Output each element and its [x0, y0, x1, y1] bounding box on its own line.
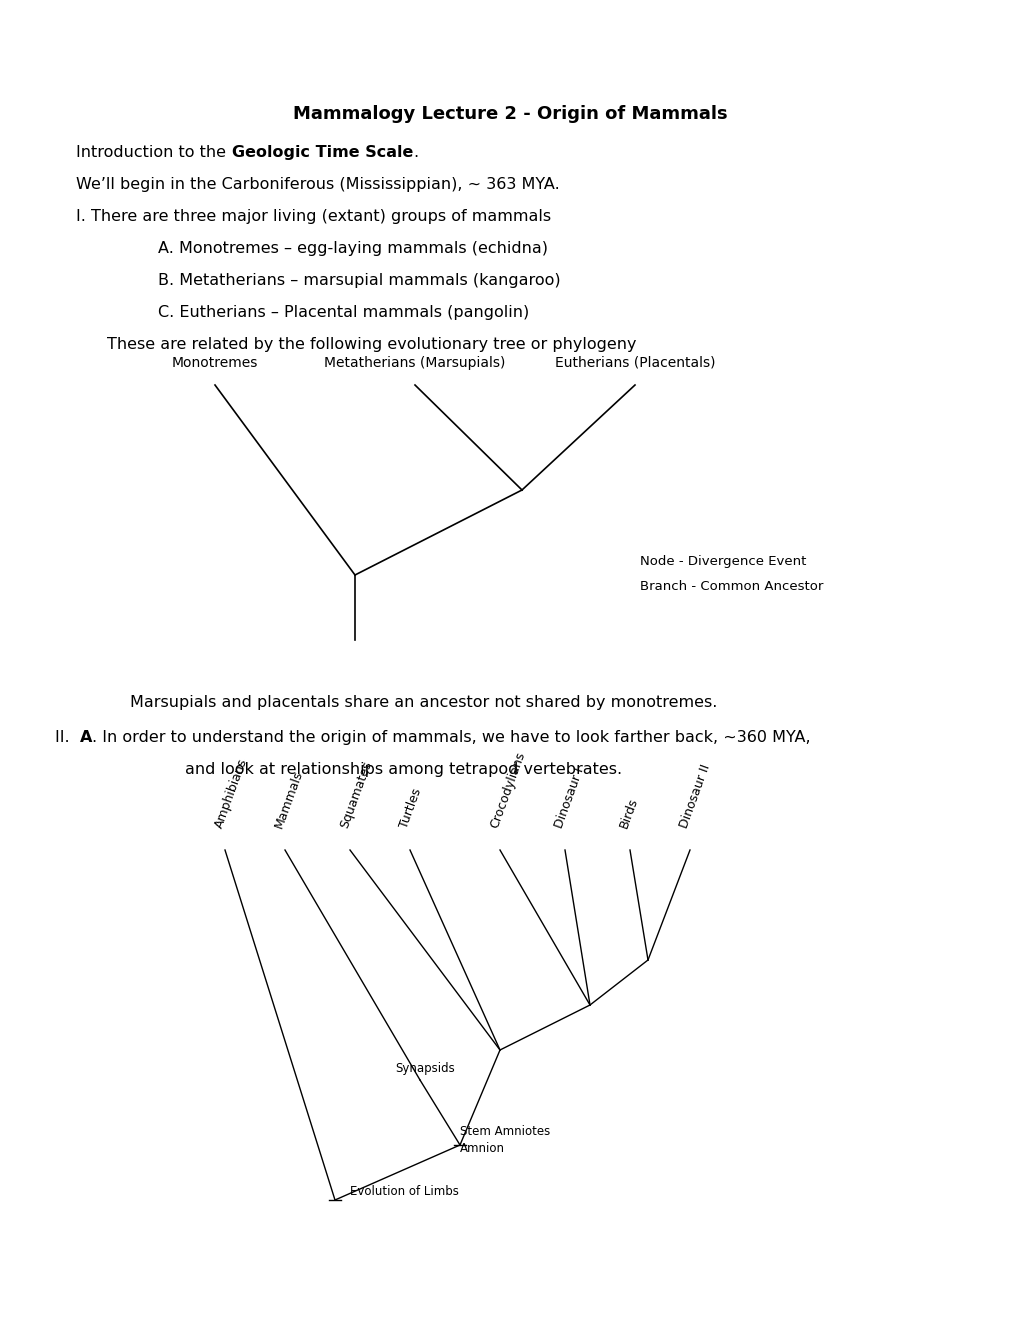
Text: and look at relationships among tetrapod vertebrates.: and look at relationships among tetrapod… — [184, 762, 622, 777]
Text: Geologic Time Scale: Geologic Time Scale — [231, 145, 413, 160]
Text: C. Eutherians – Placental mammals (pangolin): C. Eutherians – Placental mammals (pango… — [158, 305, 529, 319]
Text: Metatherians (Marsupials): Metatherians (Marsupials) — [324, 356, 505, 370]
Text: Squamates: Squamates — [337, 759, 374, 830]
Text: We’ll begin in the Carboniferous (Mississippian), ~ 363 MYA.: We’ll begin in the Carboniferous (Missis… — [76, 177, 559, 191]
Text: Amnion: Amnion — [460, 1142, 504, 1155]
Text: A: A — [79, 730, 92, 744]
Text: Evolution of Limbs: Evolution of Limbs — [350, 1185, 459, 1199]
Text: Mammals: Mammals — [272, 768, 306, 830]
Text: Dinosaur I: Dinosaur I — [552, 766, 586, 830]
Text: A. Monotremes – egg-laying mammals (echidna): A. Monotremes – egg-laying mammals (echi… — [158, 242, 547, 256]
Text: Birds: Birds — [618, 796, 640, 830]
Text: Crocodylians: Crocodylians — [487, 750, 527, 830]
Text: I. There are three major living (extant) groups of mammals: I. There are three major living (extant)… — [76, 209, 551, 224]
Text: Dinosaur II: Dinosaur II — [677, 763, 712, 830]
Text: Stem Amniotes: Stem Amniotes — [460, 1125, 549, 1138]
Text: Marsupials and placentals share an ancestor not shared by monotremes.: Marsupials and placentals share an ances… — [129, 696, 716, 710]
Text: Monotremes: Monotremes — [171, 356, 258, 370]
Text: II.: II. — [55, 730, 79, 744]
Text: Node - Divergence Event: Node - Divergence Event — [639, 554, 806, 568]
Text: Eutherians (Placentals): Eutherians (Placentals) — [554, 356, 714, 370]
Text: Introduction to the: Introduction to the — [76, 145, 231, 160]
Text: B. Metatherians – marsupial mammals (kangaroo): B. Metatherians – marsupial mammals (kan… — [158, 273, 560, 288]
Text: Amphibians: Amphibians — [213, 756, 250, 830]
Text: Synapsids: Synapsids — [394, 1063, 454, 1074]
Text: Turtles: Turtles — [397, 787, 424, 830]
Text: . In order to understand the origin of mammals, we have to look farther back, ~3: . In order to understand the origin of m… — [92, 730, 810, 744]
Text: .: . — [413, 145, 418, 160]
Text: Branch - Common Ancestor: Branch - Common Ancestor — [639, 579, 822, 593]
Text: Mammalogy Lecture 2 - Origin of Mammals: Mammalogy Lecture 2 - Origin of Mammals — [292, 106, 727, 123]
Text: These are related by the following evolutionary tree or phylogeny: These are related by the following evolu… — [107, 337, 636, 352]
